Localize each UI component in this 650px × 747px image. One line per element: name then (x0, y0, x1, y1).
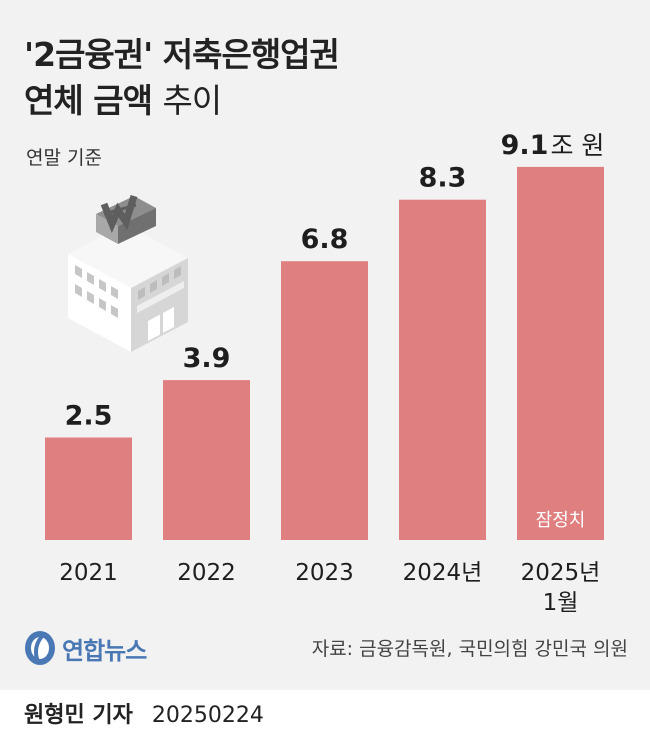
title-line-1: '2금융권' 저축은행업권 (24, 35, 340, 74)
x-tick-label-5-line-2: 1월 (543, 590, 579, 616)
bar-value-label-5: 9.1조 원 (501, 130, 605, 161)
yonhap-logo-icon (25, 631, 55, 665)
chart-title: '2금융권' 저축은행업권 연체 금액 추이 (24, 32, 340, 124)
yonhap-logo: 연합뉴스 (22, 626, 147, 670)
x-tick-label-1: 2021 (59, 560, 118, 586)
bar-annotation-1: 잠정치 (536, 510, 586, 531)
bar-value-label-1: 2.5 (65, 401, 113, 432)
x-tick-label-4: 2024년 (403, 560, 483, 586)
bar-5 (517, 166, 604, 540)
bar-value-label-4: 8.3 (419, 163, 467, 194)
publish-date: 20250224 (151, 703, 264, 728)
unit-label: 조 원 (550, 131, 604, 160)
unit-note: 연말 기준 (26, 147, 102, 169)
logo-text: 연합뉴스 (62, 636, 147, 665)
bar-value-label-2: 3.9 (183, 343, 231, 374)
source-note: 자료: 금융감독원, 국민의힘 강민국 의원 (311, 638, 628, 660)
bar-1 (45, 437, 132, 540)
bar-3 (281, 261, 368, 540)
reporter-name: 원형민 기자 (24, 703, 133, 728)
title-line-2-bold: 연체 금액 (24, 81, 153, 120)
bar-value-label-3: 6.8 (301, 224, 349, 255)
bar-4 (399, 199, 486, 540)
x-tick-label-3: 2023 (295, 560, 354, 586)
bank-building-won-icon (68, 194, 188, 352)
byline: 원형민 기자 20250224 (24, 697, 264, 729)
x-tick-label-2: 2022 (177, 560, 236, 586)
title-line-2-light: 추이 (162, 81, 222, 120)
bar-2 (163, 380, 250, 540)
x-tick-label-5-line-1: 2025년 (521, 560, 601, 586)
